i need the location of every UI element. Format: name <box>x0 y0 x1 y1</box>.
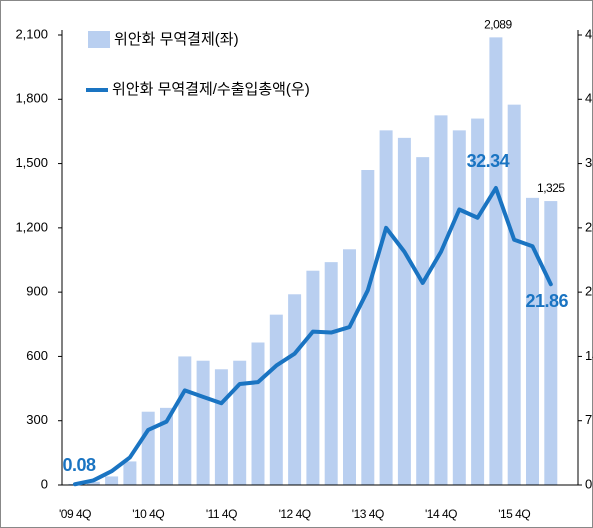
line-value-label: 32.34 <box>467 151 510 171</box>
y-tick-label: 2,100 <box>15 26 48 41</box>
bar <box>123 461 137 485</box>
bar <box>214 369 228 485</box>
line-value-label: 0.08 <box>62 455 96 475</box>
x-tick-label: '10 4Q <box>132 507 164 521</box>
line <box>73 186 553 487</box>
y2-tick-label: 7 <box>585 412 592 427</box>
x-tick-label: '09 4Q <box>59 507 91 521</box>
bar <box>544 201 558 486</box>
y2-tick-label: 14 <box>585 348 593 363</box>
bar <box>288 294 302 485</box>
y-tick-label: 0 <box>41 476 48 491</box>
bar <box>324 262 338 485</box>
bar <box>361 170 375 485</box>
bar <box>233 360 247 485</box>
y-tick-label: 900 <box>26 284 48 299</box>
y2-tick-label: 0 <box>585 476 592 491</box>
x-tick-label: '12 4Q <box>279 507 311 521</box>
bar <box>178 356 192 485</box>
y2-tick-label: 21 <box>585 284 593 299</box>
bar <box>434 115 448 485</box>
bar <box>397 137 411 485</box>
bar <box>196 360 210 485</box>
bar <box>452 130 466 485</box>
legend-label: 위안화 무역결제/수출입총액(우) <box>112 81 310 98</box>
y-tick-label: 1,800 <box>15 91 48 106</box>
bar <box>269 314 283 485</box>
bar <box>507 104 521 486</box>
bar <box>105 476 119 485</box>
y-tick-label: 1,200 <box>15 219 48 234</box>
y2-tick-label: 42 <box>585 91 593 106</box>
bar-value-label: 1,325 <box>537 181 565 195</box>
legend-label: 위안화 무역결제(좌) <box>114 31 239 48</box>
y-tick-label: 1,500 <box>15 155 48 170</box>
bar <box>343 249 356 485</box>
x-tick-label: '14 4Q <box>425 507 457 521</box>
y2-tick-label: 49 <box>585 26 593 41</box>
bar <box>141 411 155 485</box>
bar <box>86 481 100 485</box>
bar <box>471 118 485 486</box>
y2-tick-label: 35 <box>585 155 593 170</box>
bar <box>306 270 320 485</box>
y2-tick-label: 28 <box>585 219 593 234</box>
bar <box>416 157 430 485</box>
bar <box>379 130 393 485</box>
bar <box>489 37 503 485</box>
y-tick-label: 300 <box>26 412 48 427</box>
bar <box>526 197 539 485</box>
y-tick-label: 600 <box>26 348 48 363</box>
bar-value-label: 2,089 <box>484 18 512 32</box>
x-tick-label: '15 4Q <box>498 507 530 521</box>
legend-swatch <box>88 31 110 48</box>
x-tick-label: '13 4Q <box>352 507 384 521</box>
bar <box>160 407 173 485</box>
x-tick-label: '11 4Q <box>206 507 237 521</box>
line-value-label: 21.86 <box>526 291 569 311</box>
bar <box>251 342 265 485</box>
